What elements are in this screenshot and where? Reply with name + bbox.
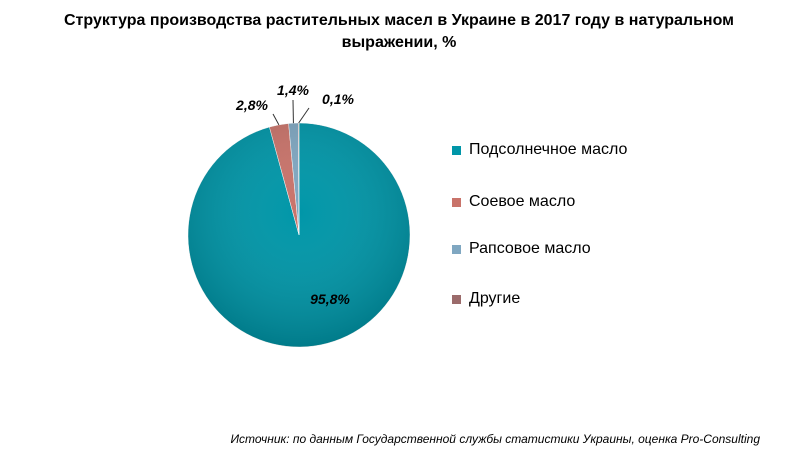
leader-line-other	[298, 107, 310, 124]
data-label-soy: 2,8%	[235, 97, 268, 113]
legend-item-rapeseed: Рапсовое масло	[452, 239, 629, 259]
legend-item-sunflower: Подсолнечное масло	[452, 140, 629, 160]
data-label-rapeseed: 1,4%	[277, 82, 309, 98]
legend-label-other: Другие	[469, 290, 521, 307]
legend-label-sunflower: Подсолнечное масло	[469, 141, 628, 158]
legend-label-soy: Соевое масло	[469, 193, 576, 210]
legend-swatch-soy	[452, 198, 461, 207]
chart-title-line-2: выражении, %	[341, 34, 457, 51]
data-label-other: 0,1%	[322, 91, 354, 107]
legend-item-soy: Соевое масло	[452, 192, 629, 212]
legend-swatch-rapeseed	[452, 245, 461, 254]
data-label-sunflower: 95,8%	[310, 291, 350, 307]
source-note: Источник: по данным Государственной служ…	[230, 432, 760, 446]
legend-label-rapeseed: Рапсовое масло	[469, 240, 591, 257]
chart-title-line-1: Структура производства растительных масе…	[64, 12, 734, 29]
legend-swatch-other	[452, 295, 461, 304]
legend-item-other: Другие	[452, 289, 629, 309]
legend-swatch-sunflower	[452, 146, 461, 155]
chart-title: Структура производства растительных масе…	[0, 10, 798, 54]
leader-line-soy	[272, 113, 280, 126]
